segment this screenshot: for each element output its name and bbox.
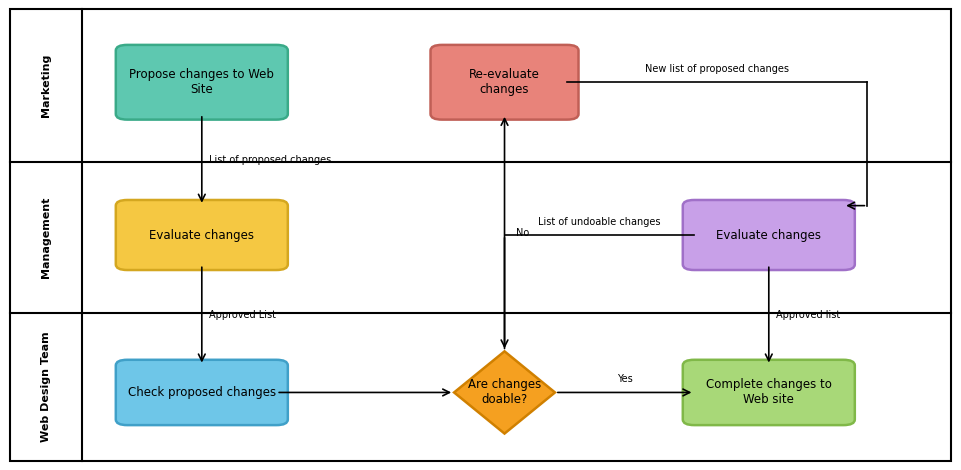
Text: Check proposed changes: Check proposed changes: [128, 386, 276, 399]
Text: Web Design Team: Web Design Team: [40, 331, 51, 442]
Text: Management: Management: [40, 196, 51, 278]
FancyBboxPatch shape: [116, 360, 288, 425]
Text: Marketing: Marketing: [40, 54, 51, 118]
Text: Approved list: Approved list: [776, 310, 841, 320]
Text: List of proposed changes: List of proposed changes: [209, 155, 332, 165]
Text: Yes: Yes: [617, 374, 632, 384]
Polygon shape: [455, 352, 555, 433]
FancyBboxPatch shape: [683, 360, 855, 425]
FancyBboxPatch shape: [683, 200, 855, 270]
Text: List of undoable changes: List of undoable changes: [538, 217, 660, 227]
FancyBboxPatch shape: [116, 200, 288, 270]
Text: Complete changes to
Web site: Complete changes to Web site: [706, 378, 831, 407]
Text: Are changes
doable?: Are changes doable?: [468, 378, 541, 407]
Text: New list of proposed changes: New list of proposed changes: [645, 64, 789, 74]
Text: Evaluate changes: Evaluate changes: [149, 228, 255, 242]
FancyBboxPatch shape: [116, 45, 288, 120]
Text: Evaluate changes: Evaluate changes: [716, 228, 822, 242]
FancyBboxPatch shape: [431, 45, 579, 120]
Text: Re-evaluate
changes: Re-evaluate changes: [469, 68, 540, 96]
Text: Approved List: Approved List: [209, 310, 277, 320]
Text: No: No: [516, 227, 530, 238]
Text: Propose changes to Web
Site: Propose changes to Web Site: [130, 68, 274, 96]
